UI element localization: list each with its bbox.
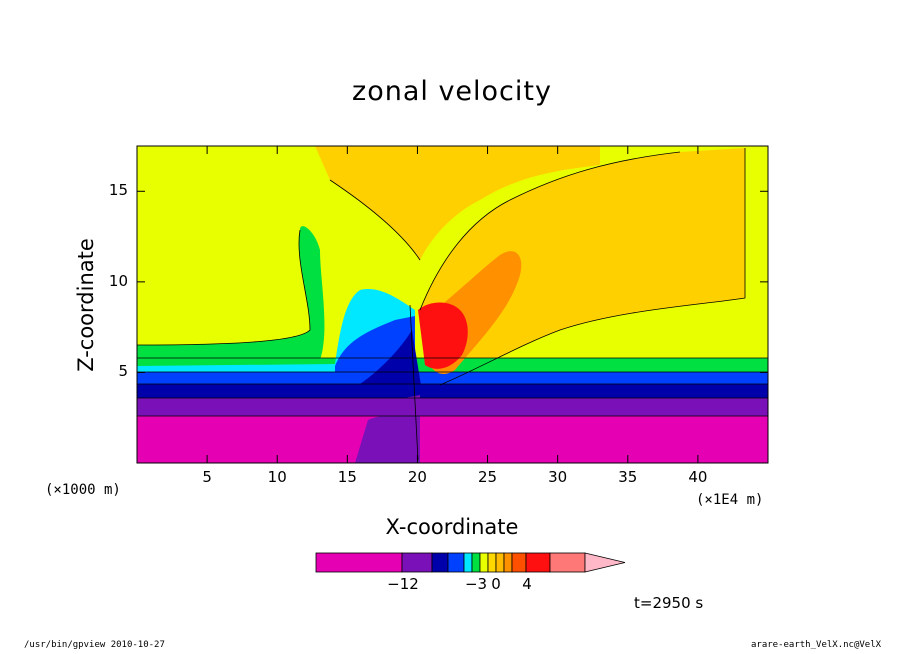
x-tick-label: 5: [202, 468, 212, 486]
field-red: [418, 302, 468, 369]
field-magenta: [137, 416, 768, 463]
x-tick-label: 25: [478, 468, 498, 486]
field-dark-blue: [137, 384, 768, 398]
colorbar-label: 0: [491, 575, 501, 593]
contour-fields: [137, 146, 768, 463]
x-scale-note: (×1000 m): [45, 482, 121, 498]
field-orange-light: [420, 148, 745, 385]
chart-title: zonal velocity: [352, 76, 552, 107]
colorbar-label: −12: [387, 575, 419, 593]
field-purple-root: [355, 412, 420, 463]
colorbar-swatch: [549, 552, 586, 573]
field-purple: [137, 398, 768, 416]
x-tick-label: 30: [548, 468, 568, 486]
footer-left: /usr/bin/gpview 2010-10-27: [24, 640, 165, 650]
colorbar-swatch: [431, 552, 449, 573]
colorbar-swatch: [479, 552, 489, 573]
plot-frame: [136, 145, 769, 464]
colorbar-swatch: [511, 552, 527, 573]
time-label: t=2950 s: [634, 594, 704, 612]
colorbar-label: −3: [464, 575, 488, 593]
x-tick-label: 15: [337, 468, 357, 486]
y-tick-label: 10: [108, 271, 128, 290]
colorbar-swatch: [471, 552, 481, 573]
colorbar-arrow: [584, 552, 626, 573]
x-tick-label: 10: [267, 468, 287, 486]
colorbar-swatch: [487, 552, 497, 573]
footer-right: arare-earth_VelX.nc@VelX: [751, 640, 882, 650]
field-green-left: [137, 226, 325, 360]
field-blue: [137, 372, 768, 384]
x-ticks: [206, 146, 699, 463]
colorbar-swatch: [315, 552, 403, 573]
colorbar-label: 4: [522, 575, 532, 593]
field-orange-top: [315, 146, 600, 260]
colorbar-swatch: [447, 552, 465, 573]
y-scale-note: (×1E4 m): [696, 492, 764, 508]
colorbar-swatch: [495, 552, 505, 573]
field-dark-blue-bulge: [360, 330, 425, 410]
y-ticks: [137, 190, 768, 373]
colorbar-swatch: [463, 552, 473, 573]
colorbar-swatch: [503, 552, 513, 573]
x-tick-label: 35: [618, 468, 638, 486]
y-tick-label: 5: [118, 362, 128, 381]
x-tick-label: 40: [688, 468, 708, 486]
colorbar: [315, 552, 626, 573]
x-axis-label: X-coordinate: [385, 515, 519, 539]
x-tick-label: 20: [407, 468, 427, 486]
y-tick-label: 15: [108, 181, 128, 200]
colorbar-swatch: [401, 552, 433, 573]
y-axis-label: Z-coordinate: [74, 238, 98, 372]
colorbar-swatch: [525, 552, 551, 573]
